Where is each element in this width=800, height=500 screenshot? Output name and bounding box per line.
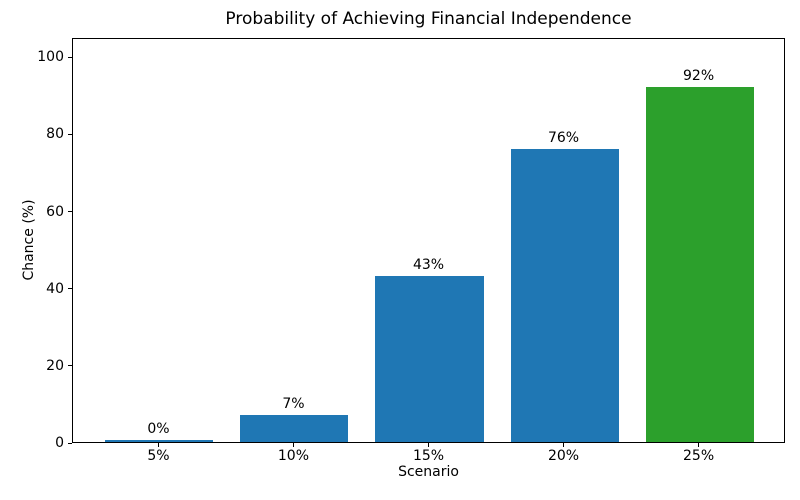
x-tick-mark [698, 443, 700, 447]
bar-value-label: 92% [683, 68, 715, 85]
y-tick-label: 20 [46, 357, 64, 374]
y-tick-label: 80 [46, 126, 64, 143]
y-tick-mark [68, 288, 72, 290]
y-tick-label: 40 [46, 280, 64, 297]
x-tick-label: 15% [412, 448, 445, 464]
bar-value-label: 76% [547, 129, 580, 146]
chart-title: Probability of Achieving Financial Indep… [225, 9, 632, 29]
bar [105, 440, 214, 442]
plot-area [72, 38, 785, 443]
bar-value-label: 0% [147, 421, 170, 437]
bar [375, 276, 484, 442]
y-tick-mark [68, 211, 72, 213]
x-tick-label: 5% [147, 448, 170, 464]
x-tick-mark [428, 443, 429, 447]
x-tick-label: 10% [277, 448, 310, 464]
x-tick-label: 20% [547, 448, 580, 464]
y-tick-label: 0 [55, 435, 64, 451]
bar [240, 415, 349, 442]
x-tick-mark [563, 443, 565, 447]
y-tick-label: 100 [37, 49, 64, 66]
y-tick-mark [68, 442, 72, 444]
y-tick-mark [68, 56, 72, 58]
bar [645, 87, 754, 442]
y-tick-label: 60 [46, 203, 64, 220]
bar-value-label: 43% [412, 257, 445, 274]
bar-value-label: 7% [282, 396, 305, 412]
x-tick-label: 25% [683, 448, 715, 464]
x-axis-label: Scenario [398, 464, 459, 480]
y-axis-label: Chance (%) [21, 199, 37, 281]
bar [510, 148, 619, 442]
x-tick-mark [157, 443, 159, 447]
x-tick-mark [292, 443, 294, 447]
y-tick-mark [68, 365, 72, 367]
y-tick-mark [68, 133, 72, 135]
